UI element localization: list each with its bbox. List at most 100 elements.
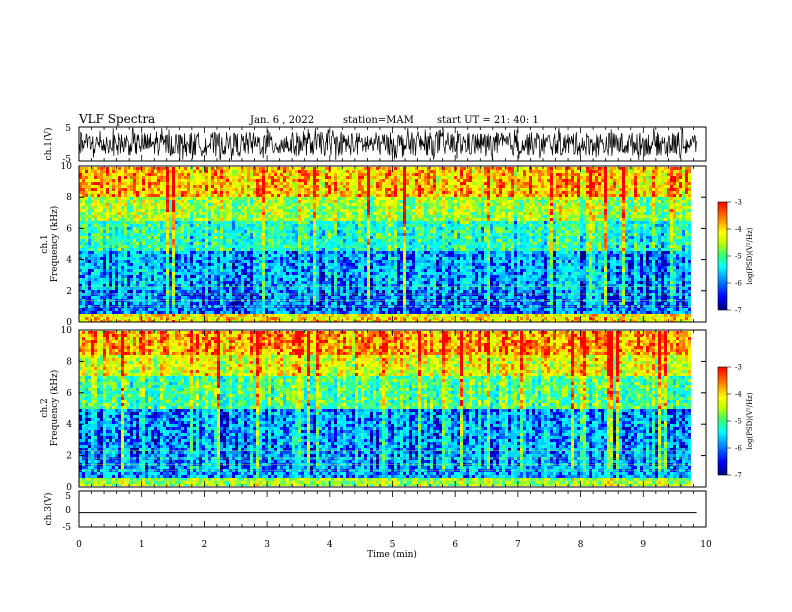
spectrogram-cell — [466, 221, 470, 225]
spectrogram-cell — [91, 176, 95, 180]
spectrogram-cell — [670, 176, 674, 180]
spectrogram-cell — [442, 182, 446, 186]
spectrogram-cell — [154, 212, 158, 216]
spectrogram-cell — [88, 179, 92, 183]
spectrogram-cell — [151, 185, 155, 189]
spectrogram-cell — [151, 236, 155, 240]
spectrogram-cell — [145, 212, 149, 216]
spectrogram-cell — [361, 173, 365, 177]
spectrogram-cell — [169, 230, 173, 234]
spectrogram-cell — [196, 224, 200, 228]
spectrogram-cell — [586, 176, 590, 180]
spectrogram-cell — [148, 191, 152, 195]
spectrogram-cell — [511, 230, 515, 234]
spectrogram-cell — [391, 200, 395, 204]
spectrogram-cell — [376, 209, 380, 213]
spectrogram-cell — [508, 230, 512, 234]
spectrogram-cell — [616, 227, 620, 231]
spectrogram-cell — [619, 173, 623, 177]
spectrogram-cell — [403, 236, 407, 240]
spectrogram-cell — [247, 221, 251, 225]
spectrogram-cell — [400, 170, 404, 174]
spectrogram-cell — [124, 236, 128, 240]
spectrogram-cell — [136, 224, 140, 228]
spectrogram-cell — [556, 209, 560, 213]
spectrogram-cell — [127, 206, 131, 210]
spectrogram-cell — [523, 197, 527, 201]
spectrogram-cell — [106, 176, 110, 180]
spectrogram-cell — [382, 212, 386, 216]
spectrogram-cell — [640, 236, 644, 240]
spectrogram-cell — [151, 173, 155, 177]
spectrogram-cell — [112, 236, 116, 240]
spectrogram-cell — [79, 188, 83, 192]
spectrogram-cell — [595, 206, 599, 210]
spectrogram-cell — [385, 170, 389, 174]
spectrogram-cell — [544, 182, 548, 186]
spectrogram-cell — [109, 230, 113, 234]
spectrogram-cell — [202, 218, 206, 222]
spectrogram-cell — [673, 230, 677, 234]
spectrogram-cell — [502, 209, 506, 213]
spectrogram-cell — [556, 224, 560, 228]
spectrogram-cell — [388, 173, 392, 177]
spectrogram-cell — [193, 206, 197, 210]
spectrogram-cell — [331, 200, 335, 204]
spectrogram-cell — [382, 194, 386, 198]
spectrogram-cell — [427, 233, 431, 237]
spectrogram-cell — [244, 227, 248, 231]
spectrogram-cell — [589, 230, 593, 234]
spectrogram-cell — [607, 236, 611, 240]
spectrogram-cell — [235, 236, 239, 240]
spectrogram-cell — [334, 194, 338, 198]
spectrogram-cell — [349, 218, 353, 222]
spectrogram-cell — [460, 209, 464, 213]
spectrogram-cell — [202, 239, 206, 243]
spectrogram-cell — [472, 191, 476, 195]
spectrogram-cell — [463, 206, 467, 210]
spectrogram-cell — [412, 188, 416, 192]
spectrogram-cell — [136, 236, 140, 240]
spectrogram-cell — [328, 203, 332, 207]
spectrogram-cell — [190, 194, 194, 198]
spectrogram-cell — [361, 236, 365, 240]
spectrogram-cell — [367, 185, 371, 189]
spectrogram-cell — [586, 236, 590, 240]
spectrogram-cell — [292, 227, 296, 231]
spectrogram-cell — [322, 224, 326, 228]
spectrogram-cell — [229, 197, 233, 201]
spectrogram-cell — [505, 176, 509, 180]
spectrogram-cell — [475, 221, 479, 225]
spectrogram-cell — [649, 233, 653, 237]
spectrogram-cell — [412, 212, 416, 216]
spectrogram-cell — [640, 206, 644, 210]
spectrogram-cell — [538, 209, 542, 213]
spectrogram-cell — [475, 200, 479, 204]
spectrogram-cell — [328, 185, 332, 189]
spectrogram-cell — [352, 197, 356, 201]
spectrogram-cell — [406, 203, 410, 207]
spectrogram-cell — [271, 167, 275, 171]
spectrogram-cell — [556, 185, 560, 189]
spectrogram-cell — [445, 167, 449, 171]
spectrogram-cell — [145, 215, 149, 219]
spectrogram-cell — [586, 215, 590, 219]
spectrogram-cell — [520, 188, 524, 192]
spectrogram-cell — [628, 185, 632, 189]
spectrogram-cell — [358, 191, 362, 195]
spectrogram-cell — [265, 185, 269, 189]
spectrogram-cell — [475, 182, 479, 186]
spectrogram-cell — [433, 170, 437, 174]
spectrogram-cell — [415, 218, 419, 222]
spectrogram-cell — [694, 167, 697, 170]
spectrogram-cell — [388, 200, 392, 204]
spectrogram-cell — [292, 209, 296, 213]
spectrogram-cell — [265, 209, 269, 213]
spectrogram-cell — [307, 212, 311, 216]
spectrogram-cell — [166, 227, 170, 231]
spectrogram-cell — [163, 230, 167, 234]
spectrogram-cell — [145, 221, 149, 225]
spectrogram-cell — [97, 188, 101, 192]
spectrogram-cell — [418, 233, 422, 237]
spectrogram-cell — [208, 197, 212, 201]
